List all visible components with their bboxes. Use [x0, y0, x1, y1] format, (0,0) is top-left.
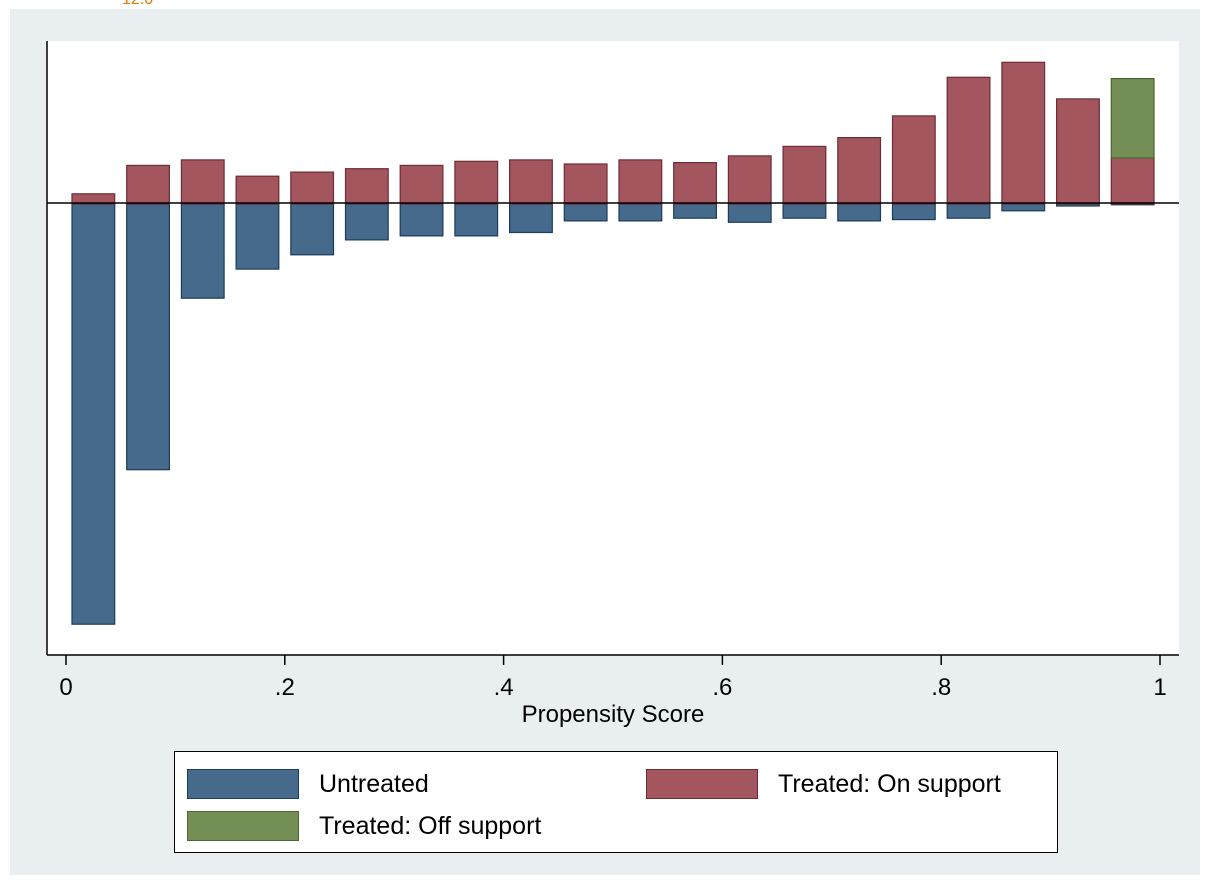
bar-treated-on-12 — [727, 155, 772, 205]
top-strip — [0, 0, 1205, 9]
bar-treated-on-18 — [1055, 98, 1100, 205]
bar-treated-on-9 — [563, 163, 608, 205]
x-axis-title: Propensity Score — [522, 701, 705, 728]
bar-treated-on-5 — [344, 168, 389, 205]
bar-treated-on-1 — [126, 164, 170, 205]
bar-untreated-16 — [946, 203, 991, 219]
bar-treated-on-3 — [235, 175, 280, 205]
bar-untreated-5 — [344, 203, 389, 241]
bar-untreated-6 — [399, 203, 444, 237]
bar-untreated-12 — [727, 203, 772, 223]
figure-background: 0 .2 .4 .6 .8 1 Propensity Score Untreated Tr… — [10, 9, 1200, 875]
bar-treated-on-19 — [1110, 157, 1155, 205]
x-tick-label-0: 0 — [59, 674, 72, 701]
bar-untreated-1 — [126, 203, 170, 471]
bar-untreated-13 — [782, 203, 827, 219]
x-tick-label-4: .8 — [931, 674, 951, 701]
legend-label-treated-off-support: Treated: Off support — [319, 811, 542, 840]
x-tick-label-3: .6 — [712, 674, 732, 701]
legend-swatch-untreated — [187, 769, 299, 799]
bar-treated-on-8 — [509, 159, 553, 205]
legend-item-untreated: Untreated — [187, 769, 429, 799]
bar-untreated-9 — [563, 203, 608, 222]
bar-treated-off-19 — [1110, 77, 1155, 159]
legend-swatch-treated-on-support — [646, 769, 758, 799]
bar-untreated-11 — [673, 203, 718, 219]
bar-treated-on-4 — [290, 171, 335, 205]
x-tick-label-5: 1 — [1153, 674, 1166, 701]
bar-untreated-8 — [509, 203, 553, 234]
bar-treated-on-14 — [837, 137, 882, 205]
bar-untreated-17 — [1001, 203, 1046, 212]
legend-item-treated-off-support: Treated: Off support — [187, 811, 541, 841]
bar-treated-on-13 — [782, 145, 827, 205]
legend: Untreated Treated: On support Treated: O… — [174, 751, 1058, 853]
x-ticks: 0 .2 .4 .6 .8 1 — [59, 655, 1167, 701]
bar-untreated-0 — [71, 203, 116, 625]
bar-treated-on-6 — [399, 164, 444, 205]
bar-untreated-3 — [235, 203, 280, 270]
bar-untreated-14 — [837, 203, 882, 222]
legend-swatch-treated-off-support — [187, 811, 299, 841]
bar-untreated-2 — [180, 203, 225, 299]
bars-layer — [71, 61, 1155, 625]
bar-untreated-15 — [891, 203, 936, 221]
chart-canvas: 0 .2 .4 .6 .8 1 Propensity Score — [46, 41, 1179, 728]
bar-treated-on-16 — [946, 76, 991, 205]
bar-treated-on-7 — [454, 160, 499, 205]
legend-label-untreated: Untreated — [319, 769, 429, 798]
bar-treated-on-10 — [618, 159, 663, 205]
bar-treated-on-0 — [71, 193, 116, 205]
bar-treated-on-11 — [673, 162, 718, 205]
bar-untreated-10 — [618, 203, 663, 222]
bar-treated-on-15 — [891, 115, 936, 205]
bar-treated-on-17 — [1001, 61, 1046, 205]
x-tick-label-1: .2 — [275, 674, 295, 701]
bar-untreated-4 — [290, 203, 335, 256]
corner-label: 12.0 — [122, 0, 153, 9]
legend-label-treated-on-support: Treated: On support — [778, 769, 1001, 798]
bar-treated-on-2 — [180, 159, 225, 205]
x-tick-label-2: .4 — [494, 674, 514, 701]
bar-untreated-7 — [454, 203, 499, 237]
legend-item-treated-on-support: Treated: On support — [646, 769, 1001, 799]
